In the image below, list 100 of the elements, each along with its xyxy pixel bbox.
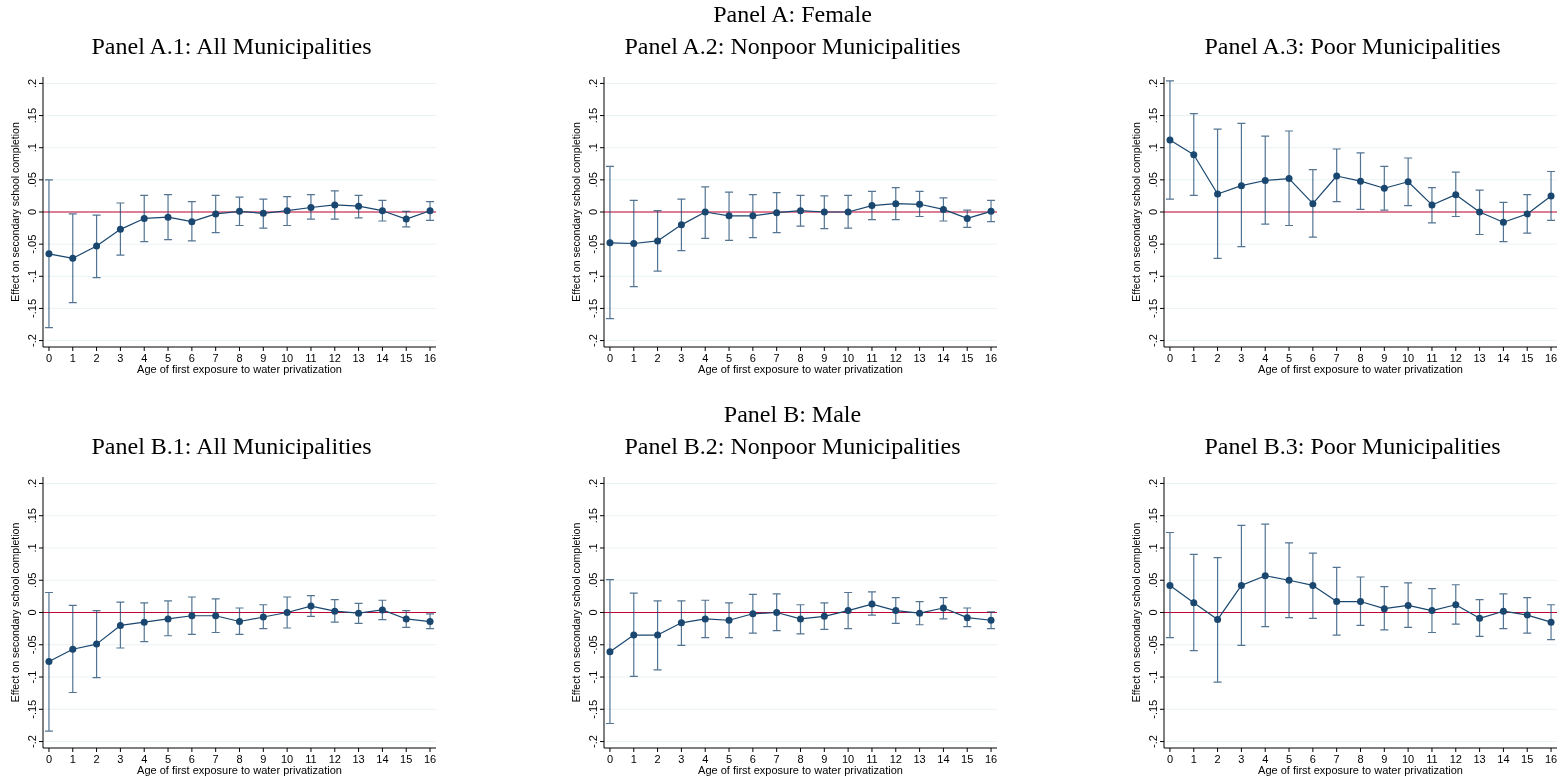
point — [701, 615, 709, 623]
point — [45, 250, 53, 258]
y-tick-label: -.2 — [26, 735, 38, 748]
y-tick-label: -.2 — [587, 735, 599, 748]
x-tick-label: 16 — [984, 753, 998, 765]
x-tick-label: 15 — [1521, 753, 1534, 765]
point — [630, 240, 638, 247]
point — [868, 600, 876, 608]
point — [283, 207, 291, 215]
x-tick-label: 4 — [702, 753, 709, 765]
x-tick-label: 15 — [400, 352, 413, 364]
x-tick-label: 2 — [93, 352, 100, 364]
y-tick-label: .2 — [26, 78, 38, 89]
point — [1476, 614, 1484, 622]
x-tick-label: 13 — [913, 753, 926, 765]
y-tick-label: .2 — [1147, 478, 1159, 489]
x-tick-label: 15 — [961, 352, 974, 364]
x-tick-label: 1 — [630, 753, 637, 765]
x-tick-label: 2 — [1214, 753, 1221, 765]
x-tick-label: 6 — [1309, 352, 1316, 364]
y-tick-label: -.1 — [1147, 670, 1159, 684]
x-tick-label: 8 — [236, 352, 243, 364]
y-tick-label: 0 — [1147, 208, 1159, 216]
x-tick-label: 13 — [913, 352, 926, 364]
y-tick-label: .05 — [1147, 572, 1159, 588]
x-tick-label: 16 — [984, 352, 998, 364]
point — [1404, 601, 1412, 609]
chart-title: Panel B.1: All Municipalities — [91, 433, 372, 459]
x-tick-label: 0 — [45, 753, 53, 765]
point — [212, 210, 220, 218]
y-tick-label: -.05 — [26, 635, 38, 655]
x-axis-title: Age of first exposure to water privatization — [698, 764, 903, 776]
x-tick-label: 0 — [1166, 352, 1174, 364]
x-tick-label: 5 — [1285, 753, 1293, 765]
point — [1166, 136, 1174, 144]
x-tick-label: 0 — [606, 753, 614, 765]
y-tick-label: .05 — [26, 172, 38, 188]
x-tick-label: 1 — [69, 753, 76, 765]
y-tick-label: -.2 — [26, 334, 38, 347]
point — [892, 607, 900, 615]
y-tick-label: .05 — [587, 172, 599, 188]
x-tick-label: 9 — [1381, 753, 1388, 765]
y-tick-label: -.2 — [1147, 334, 1159, 347]
y-tick-label: .05 — [26, 572, 38, 588]
point — [402, 215, 410, 223]
point — [1166, 581, 1174, 589]
point — [426, 618, 434, 626]
point — [355, 202, 363, 210]
x-tick-label: 11 — [305, 753, 317, 765]
point — [844, 208, 852, 216]
y-tick-label: -.2 — [1147, 735, 1159, 748]
x-tick-label: 1 — [1190, 753, 1197, 765]
point — [1428, 607, 1436, 615]
x-tick-label: 14 — [937, 352, 950, 364]
x-tick-label: 4 — [1262, 753, 1269, 765]
x-tick-label: 16 — [423, 352, 437, 364]
point — [116, 621, 124, 629]
point — [331, 201, 339, 209]
y-tick-label: .1 — [587, 543, 599, 553]
point — [1404, 178, 1412, 186]
point — [797, 615, 804, 623]
point — [188, 612, 196, 620]
x-tick-label: 5 — [725, 352, 733, 364]
point — [987, 616, 995, 624]
x-tick-label: 5 — [725, 753, 733, 765]
x-tick-label: 9 — [821, 753, 828, 765]
y-axis-title: Effect on secondary school completion — [570, 522, 582, 703]
point — [307, 602, 315, 610]
x-tick-label: 13 — [352, 753, 365, 765]
point — [1499, 607, 1507, 615]
point — [307, 204, 315, 211]
y-axis-title: Effect on secondary school completion — [1130, 122, 1142, 302]
point — [1214, 616, 1222, 624]
x-tick-label: 6 — [749, 352, 756, 364]
x-tick-label: 4 — [1262, 352, 1269, 364]
point — [355, 609, 363, 617]
point — [259, 613, 267, 621]
point — [725, 212, 733, 220]
point — [1285, 175, 1293, 183]
x-tick-label: 2 — [654, 352, 661, 364]
point — [93, 242, 101, 250]
x-tick-label: 10 — [842, 753, 855, 765]
y-axis-title: Effect on secondary school completion — [1130, 522, 1142, 703]
point — [378, 606, 386, 614]
point — [69, 645, 77, 653]
x-tick-label: 5 — [164, 753, 172, 765]
chart-title: Panel A.2: Nonpoor Municipalities — [624, 33, 961, 59]
point — [1285, 576, 1293, 584]
x-tick-label: 3 — [678, 352, 685, 364]
y-tick-label: .1 — [587, 143, 599, 153]
x-tick-label: 3 — [1238, 753, 1245, 765]
point — [378, 207, 386, 215]
point — [236, 207, 243, 215]
point — [116, 225, 124, 233]
x-tick-label: 3 — [117, 753, 124, 765]
y-axis-title: Effect on secondary school completion — [9, 522, 21, 703]
point — [1452, 191, 1460, 199]
x-tick-label: 1 — [1190, 352, 1197, 364]
x-tick-label: 6 — [188, 352, 195, 364]
point — [140, 618, 148, 626]
